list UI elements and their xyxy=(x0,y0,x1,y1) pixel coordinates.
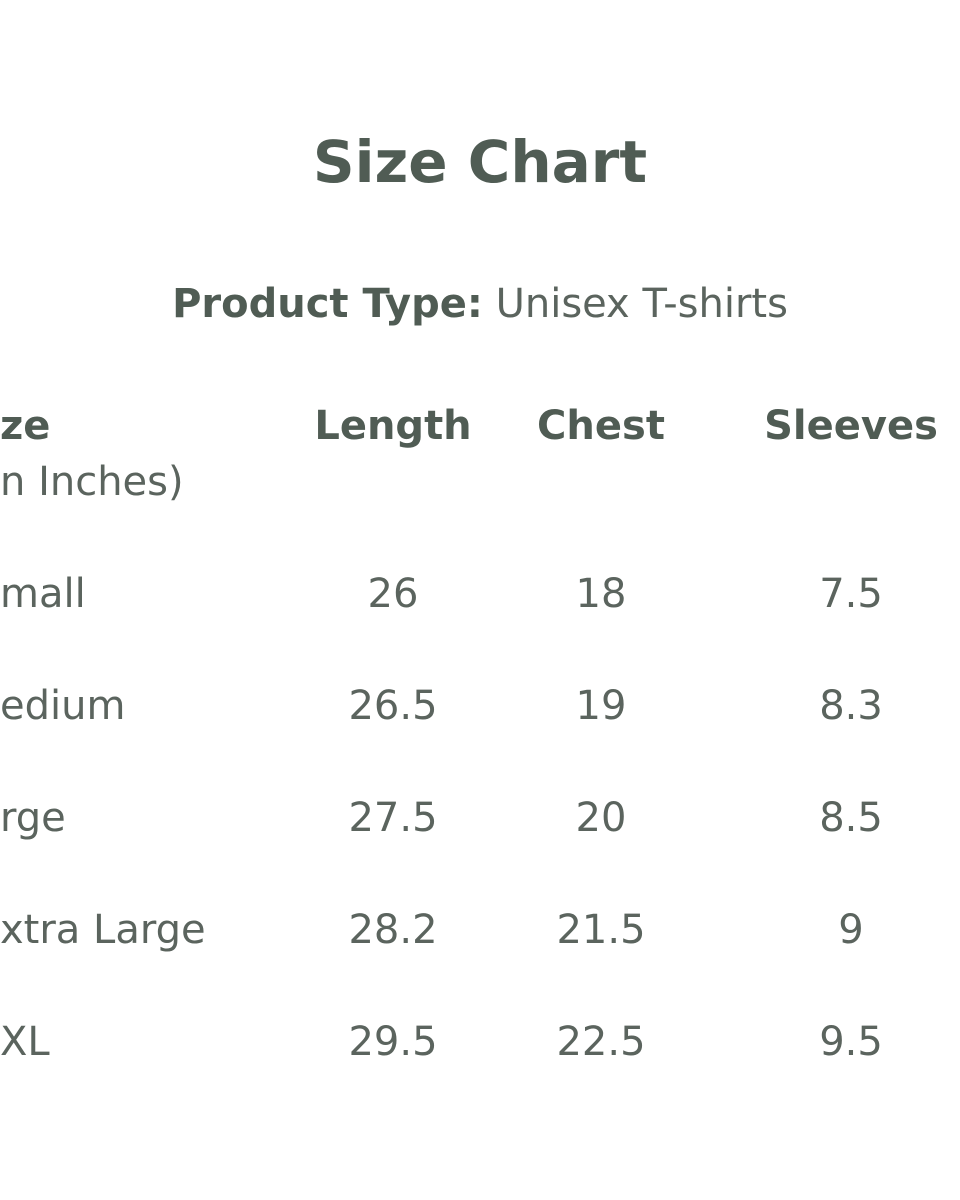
measurement: 8.5 xyxy=(819,795,883,841)
size-name: mall xyxy=(0,571,86,617)
measurement: 21.5 xyxy=(556,907,646,953)
measurement: 26.5 xyxy=(348,683,438,729)
product-type: Product Type: Unisex T-shirts xyxy=(172,284,788,324)
column-header: ze xyxy=(0,403,51,449)
size-name: XL xyxy=(0,1019,50,1065)
measurement: 9.5 xyxy=(819,1019,883,1065)
measurement: 27.5 xyxy=(348,795,438,841)
column-header: Chest xyxy=(537,403,665,449)
measurement: 20 xyxy=(575,795,627,841)
product-type-label: Product Type: xyxy=(172,281,483,327)
measurement: 19 xyxy=(575,683,627,729)
measurement: 9 xyxy=(838,907,864,953)
measurement: 22.5 xyxy=(556,1019,646,1065)
product-type-value: Unisex T-shirts xyxy=(495,281,788,327)
title: Size Chart xyxy=(312,128,648,196)
size-note: n Inches) xyxy=(0,459,184,505)
measurement: 26 xyxy=(367,571,419,617)
column-header: Sleeves xyxy=(764,403,938,449)
size-name: rge xyxy=(0,795,66,841)
measurement: 8.3 xyxy=(819,683,883,729)
measurement: 29.5 xyxy=(348,1019,438,1065)
measurement: 7.5 xyxy=(819,571,883,617)
size-name: xtra Large xyxy=(0,907,206,953)
measurement: 18 xyxy=(575,571,627,617)
size-name: edium xyxy=(0,683,126,729)
measurement: 28.2 xyxy=(348,907,438,953)
column-header: Length xyxy=(314,403,472,449)
